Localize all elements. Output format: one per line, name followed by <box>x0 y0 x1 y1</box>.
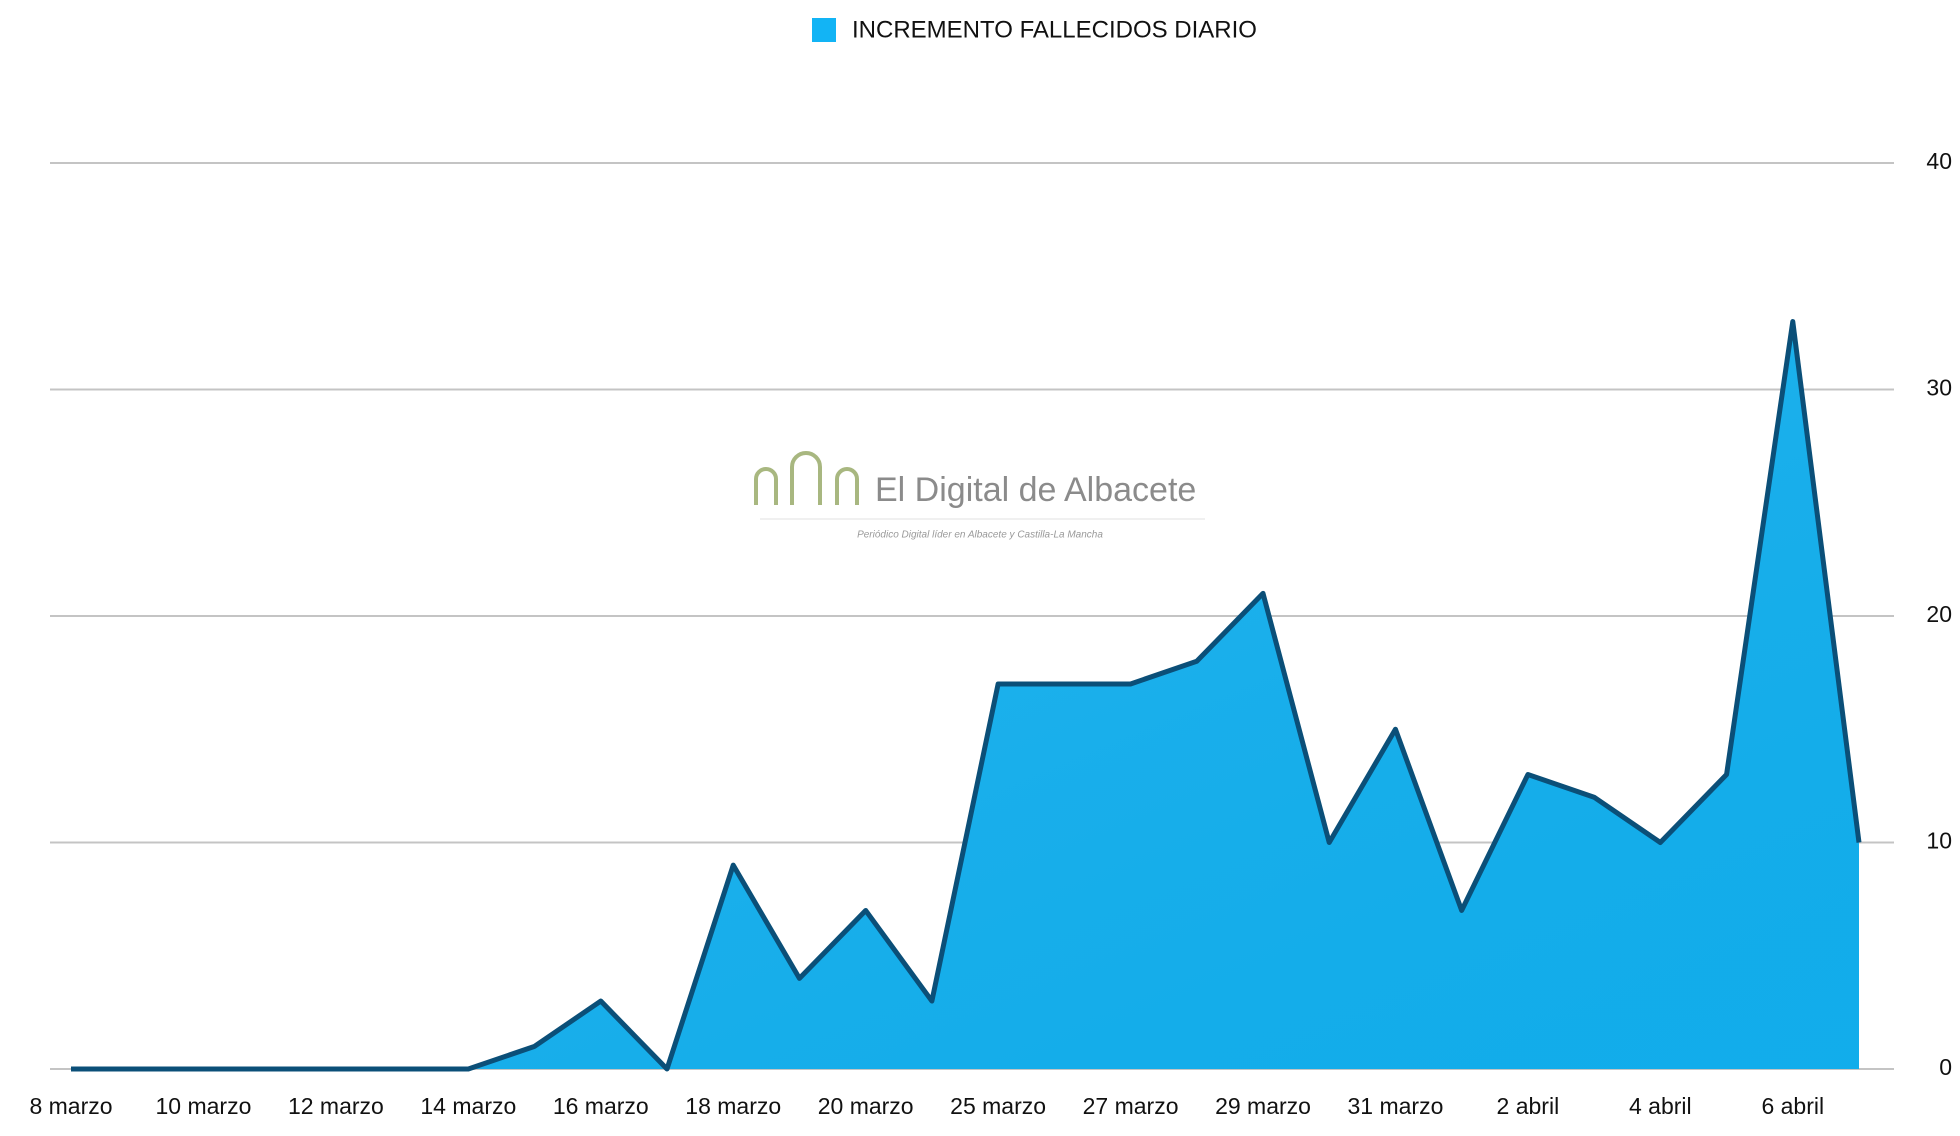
x-tick-label: 27 marzo <box>1083 1093 1179 1119</box>
x-tick-label: 12 marzo <box>288 1093 384 1119</box>
watermark: El Digital de Albacete Periódico Digital… <box>754 451 1205 541</box>
x-tick-label: 25 marzo <box>950 1093 1046 1119</box>
legend-label: INCREMENTO FALLECIDOS DIARIO <box>852 16 1257 43</box>
x-tick-label: 20 marzo <box>818 1093 914 1119</box>
y-tick-label: 0 <box>1939 1054 1952 1080</box>
area-shade <box>71 321 1859 1069</box>
watermark-title: El Digital de Albacete <box>875 471 1196 509</box>
y-tick-label: 10 <box>1926 828 1952 854</box>
legend-swatch <box>812 18 836 42</box>
x-tick-label: 4 abril <box>1629 1093 1692 1119</box>
x-tick-label: 31 marzo <box>1348 1093 1444 1119</box>
x-tick-label: 14 marzo <box>420 1093 516 1119</box>
y-tick-label: 20 <box>1926 601 1952 627</box>
x-tick-label: 8 marzo <box>29 1093 112 1119</box>
x-tick-label: 16 marzo <box>553 1093 649 1119</box>
y-tick-label: 30 <box>1926 375 1952 401</box>
x-tick-label: 18 marzo <box>685 1093 781 1119</box>
x-tick-label: 2 abril <box>1497 1093 1560 1119</box>
logo-arches <box>754 451 859 505</box>
area-edge <box>71 319 1862 1072</box>
watermark-subtitle: Periódico Digital líder en Albacete y Ca… <box>857 530 1103 541</box>
y-tick-label: 40 <box>1926 148 1952 174</box>
legend: INCREMENTO FALLECIDOS DIARIO <box>812 16 1257 43</box>
x-tick-label: 10 marzo <box>156 1093 252 1119</box>
x-tick-label: 6 abril <box>1761 1093 1824 1119</box>
x-tick-label: 29 marzo <box>1215 1093 1311 1119</box>
